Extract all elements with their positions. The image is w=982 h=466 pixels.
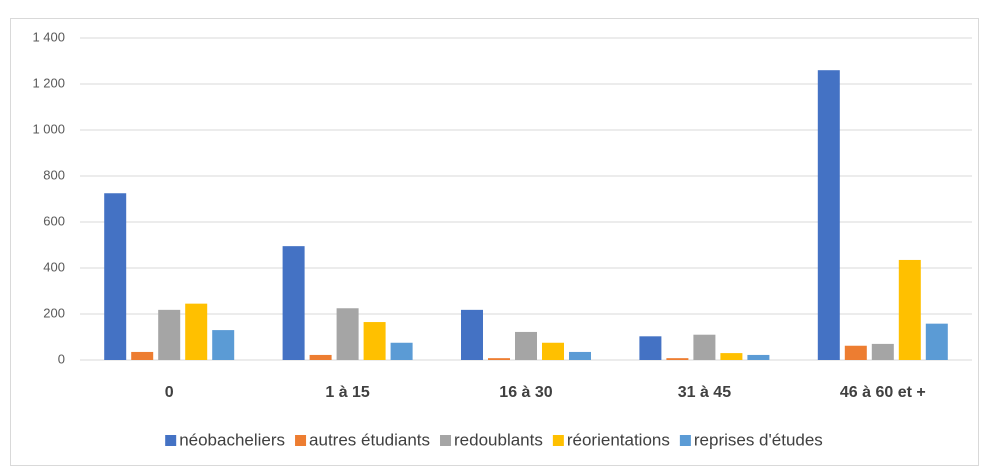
legend-label: néobacheliers	[179, 430, 285, 449]
bar	[747, 354, 770, 360]
bar	[693, 334, 716, 360]
legend-label: autres étudiants	[309, 430, 430, 449]
bar	[666, 358, 689, 360]
y-tick-label: 800	[43, 167, 65, 182]
bar	[871, 343, 894, 360]
x-tick-label: 31 à 45	[678, 384, 731, 401]
legend-swatch	[295, 435, 307, 446]
y-tick-label: 1 000	[32, 121, 65, 136]
x-tick-label: 1 à 15	[325, 384, 370, 401]
bar	[158, 309, 181, 360]
bar	[925, 323, 948, 360]
legend-swatch	[679, 435, 691, 446]
legend-label: redoublants	[454, 430, 543, 449]
legend-label: réorientations	[567, 430, 670, 449]
y-tick-label: 200	[43, 305, 65, 320]
bar	[309, 354, 332, 360]
bar	[461, 309, 483, 360]
legend-swatch	[440, 435, 452, 446]
x-tick-label: 0	[165, 384, 174, 401]
y-tick-label: 0	[58, 351, 65, 366]
bar	[720, 353, 743, 360]
bar	[898, 259, 921, 360]
x-tick-label: 46 à 60 et +	[840, 384, 926, 401]
bar	[336, 308, 359, 360]
legend: néobacheliers autres étudiants redoublants…	[165, 430, 823, 449]
bar	[542, 342, 564, 360]
bar	[488, 358, 510, 360]
bar	[639, 336, 662, 360]
legend-label: reprises d'études	[694, 430, 823, 449]
bar	[185, 303, 208, 360]
legend-swatch	[552, 435, 564, 446]
y-tick-label: 1 400	[32, 29, 65, 44]
chart-frame	[10, 18, 979, 466]
bar	[569, 351, 591, 360]
bar	[131, 351, 154, 360]
y-tick-label: 400	[43, 259, 65, 274]
bar	[104, 193, 127, 360]
y-tick-label: 1 200	[32, 75, 65, 90]
bar	[363, 322, 386, 360]
bar	[212, 330, 235, 360]
bar	[282, 246, 305, 360]
bar	[817, 70, 840, 360]
bar	[390, 342, 413, 360]
legend-swatch	[165, 435, 177, 446]
bar	[515, 331, 537, 360]
y-tick-label: 600	[43, 213, 65, 228]
bar	[844, 345, 867, 360]
x-tick-label: 16 à 30	[499, 384, 552, 401]
